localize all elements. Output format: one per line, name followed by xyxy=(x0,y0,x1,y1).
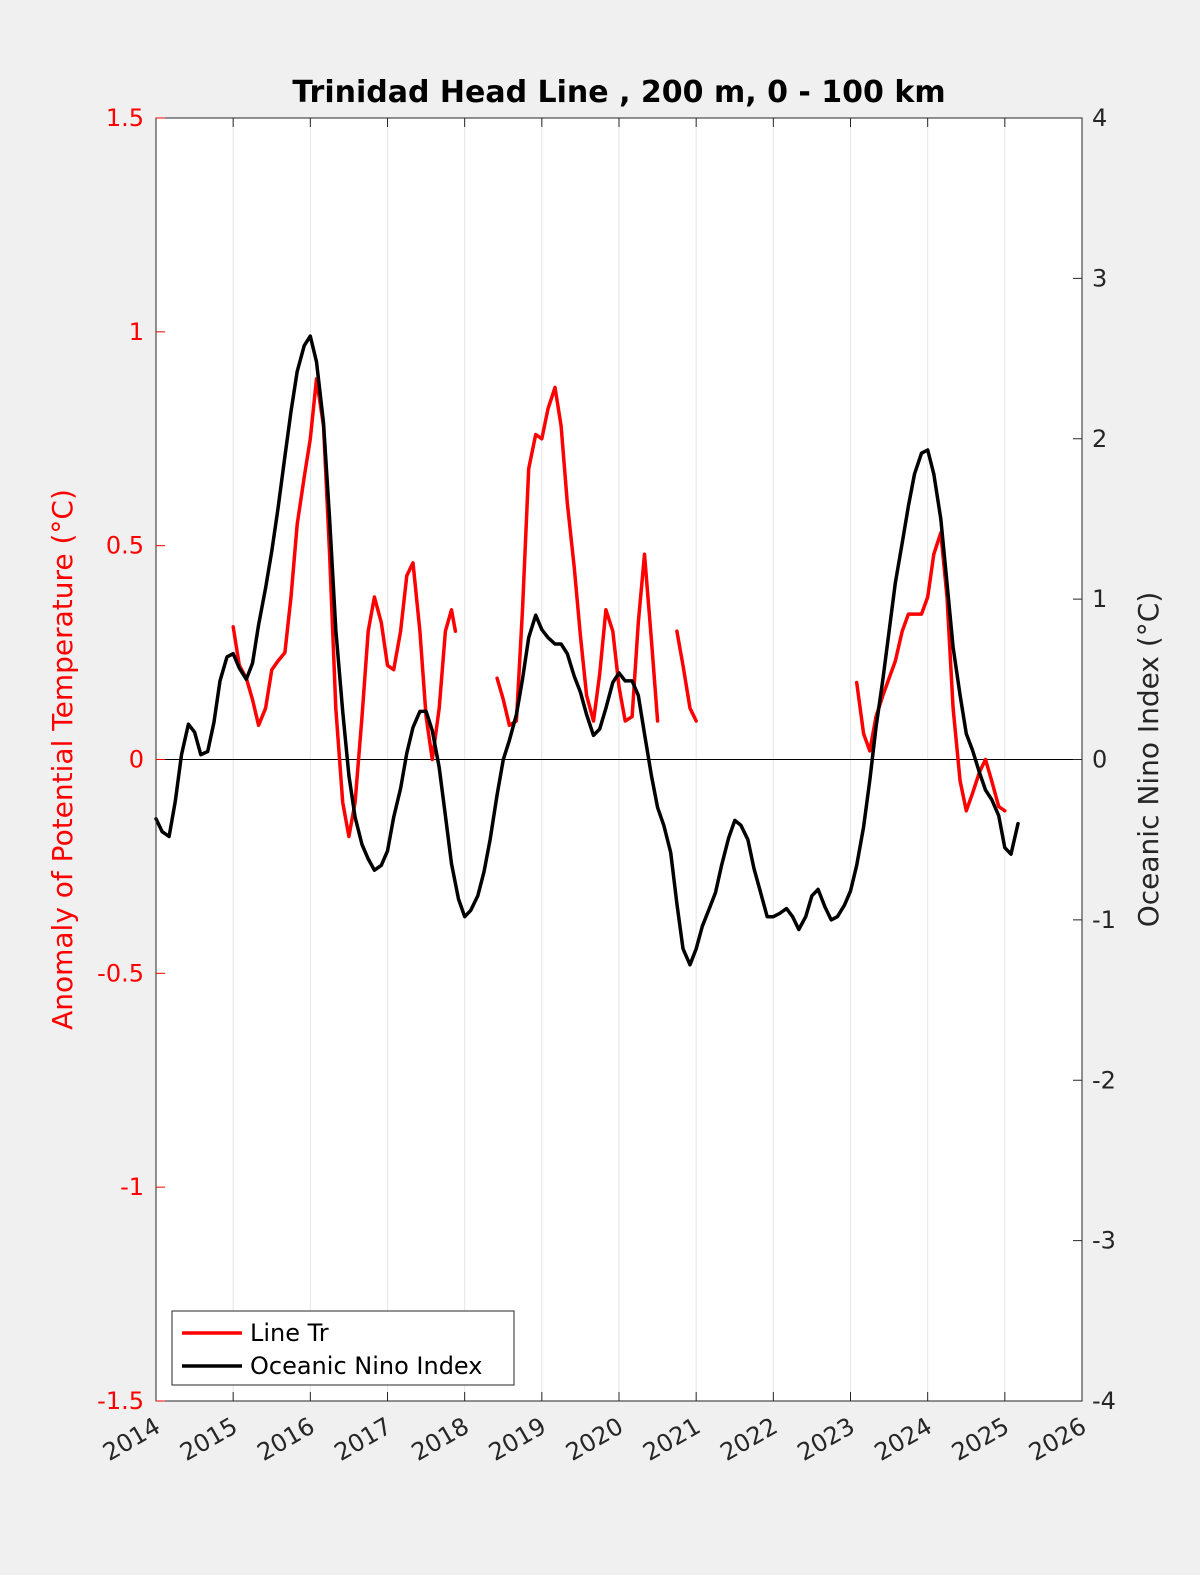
y-right-tick-label: 1 xyxy=(1092,585,1107,613)
y-right-tick-label: 4 xyxy=(1092,104,1107,132)
legend-label-line-tr: Line Tr xyxy=(250,1319,329,1347)
y-right-tick-label: 0 xyxy=(1092,746,1107,774)
y-right-tick-label: -3 xyxy=(1092,1227,1116,1255)
series-layer xyxy=(154,334,1020,967)
y-right-tick-label: 2 xyxy=(1092,425,1107,453)
y-right-tick-label: -4 xyxy=(1092,1387,1116,1415)
series-line-oceanic-nino-index xyxy=(154,334,1020,967)
y-left-tick-label: -1 xyxy=(120,1173,144,1201)
y-left-tick-label: 1.5 xyxy=(106,104,144,132)
y-left-tick-label: 1 xyxy=(129,318,144,346)
y-right-tick-label: -1 xyxy=(1092,906,1116,934)
chart-title: Trinidad Head Line , 200 m, 0 - 100 km xyxy=(292,75,945,110)
y-left-tick-label: 0 xyxy=(129,746,144,774)
legend: Line Tr Oceanic Nino Index xyxy=(171,1310,515,1386)
y-left-tick-label: -1.5 xyxy=(97,1387,144,1415)
series-line-line-tr xyxy=(675,629,698,723)
legend-label-oni: Oceanic Nino Index xyxy=(250,1352,482,1380)
y-left-tick-label: -0.5 xyxy=(97,959,144,987)
y-right-tick-label: -2 xyxy=(1092,1066,1116,1094)
series-line-line-tr xyxy=(231,377,458,839)
y-axis-right-label: Oceanic Nino Index (°C) xyxy=(1132,592,1165,928)
y-axis-left-label: Anomaly of Potential Temperature (°C) xyxy=(46,489,79,1030)
series-line-line-tr xyxy=(495,385,660,728)
legend-box xyxy=(171,1310,515,1386)
y-left-tick-label: 0.5 xyxy=(106,532,144,560)
y-right-tick-label: 3 xyxy=(1092,264,1107,292)
